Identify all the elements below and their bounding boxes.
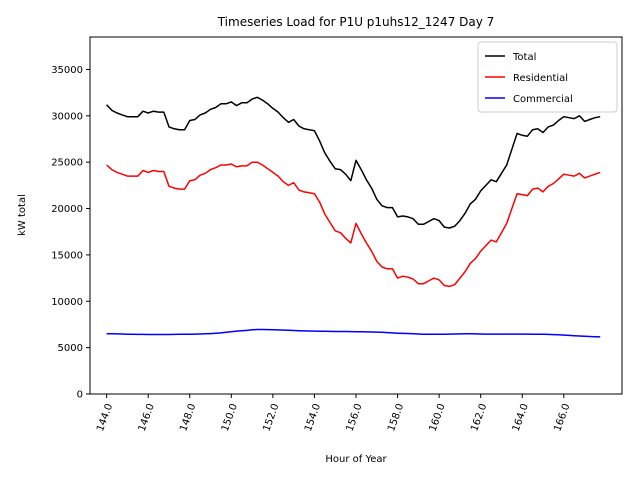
y-tick-label: 20000 — [51, 204, 83, 215]
y-tick-label: 5000 — [58, 343, 83, 354]
y-tick-label: 35000 — [51, 65, 83, 76]
legend-label-residential: Residential — [513, 73, 568, 84]
y-tick-label: 10000 — [51, 297, 83, 308]
y-tick-label: 15000 — [51, 250, 83, 261]
y-axis-ticks: 0 5000 10000 15000 20000 25000 30000 35000 — [51, 65, 90, 401]
legend: Total Residential Commercial — [477, 41, 618, 113]
legend-label-commercial: Commercial — [513, 94, 573, 105]
series-line-residential — [106, 161, 601, 288]
y-tick-label: 30000 — [51, 111, 83, 122]
y-tick-label: 0 — [77, 390, 83, 401]
series-line-total — [106, 96, 601, 229]
x-axis-label: Hour of Year — [325, 454, 387, 465]
series-line-commercial — [106, 328, 601, 338]
chart-title: Timeseries Load for P1U p1uhs12_1247 Day… — [217, 15, 495, 29]
legend-box — [477, 41, 618, 113]
legend-label-total: Total — [512, 52, 536, 63]
y-tick-label: 25000 — [51, 158, 83, 169]
series-group — [106, 96, 601, 338]
y-axis-label: kW total — [17, 194, 28, 236]
